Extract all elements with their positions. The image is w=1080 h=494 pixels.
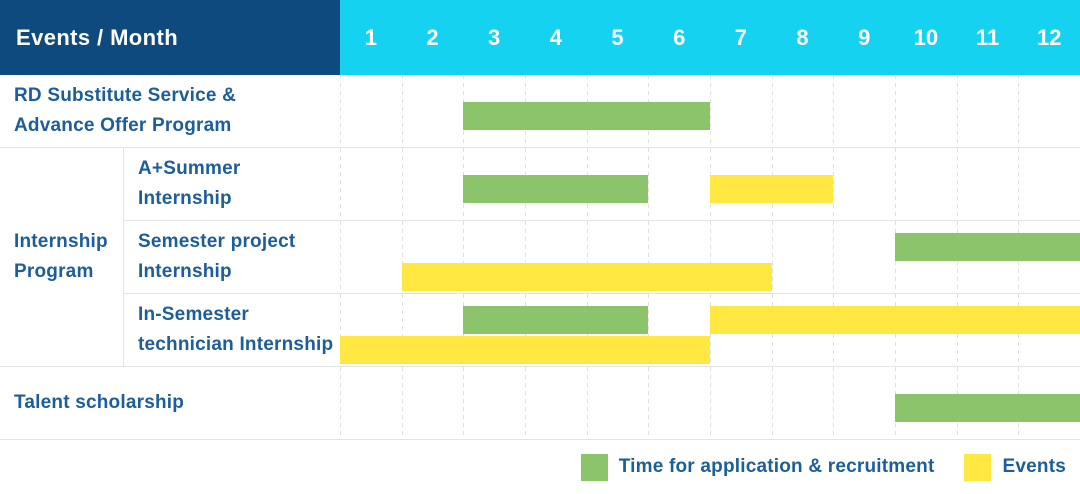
event-bar (710, 175, 834, 203)
legend: Time for application & recruitment Event… (0, 440, 1080, 494)
row-label-line: A+Summer (138, 158, 241, 179)
month-gridline (340, 221, 341, 293)
month-header-cell: 3 (488, 24, 501, 50)
month-gridline (401, 148, 403, 220)
month-gridline (340, 75, 341, 147)
row-label-line: RD Substitute Service & (14, 85, 237, 106)
recruitment-bar (463, 102, 710, 130)
row-label-line: technician Internship (138, 334, 334, 355)
row-a-plus-summer-internship: A+Summer Internship (123, 148, 1080, 221)
event-bar (340, 336, 710, 364)
month-gridline (586, 367, 588, 439)
legend-label-recruitment: Time for application & recruitment (618, 456, 935, 477)
events-month-header-cell: Events / Month (0, 0, 340, 75)
month-gridline (648, 367, 650, 439)
event-bar (710, 306, 1080, 334)
gantt-chart-cell (340, 221, 1080, 293)
table-header-row: Events / Month 1 2 3 4 5 6 7 8 9 10 11 12 (0, 0, 1080, 75)
legend-item-events: Events (964, 453, 1066, 481)
gantt-chart-cell (340, 367, 1080, 439)
month-gridline (648, 294, 650, 366)
gantt-chart-cell (340, 75, 1080, 147)
month-gridline (401, 75, 403, 147)
row-label-line: Advance Offer Program (14, 115, 232, 136)
row-label-line: Semester project (138, 231, 296, 252)
month-gridline (1018, 75, 1020, 147)
month-gridline (401, 294, 403, 366)
row-label: Talent scholarship (0, 367, 340, 439)
month-gridline (463, 367, 465, 439)
month-gridline (710, 221, 711, 293)
month-header-cell: 6 (673, 24, 686, 50)
legend-item-recruitment: Time for application & recruitment (580, 453, 935, 481)
month-gridline (401, 221, 403, 293)
row-label-line: In-Semester (138, 304, 249, 325)
month-gridline (525, 367, 526, 439)
month-gridline (833, 148, 835, 220)
legend-swatch-recruitment (580, 453, 608, 481)
event-bar (401, 263, 772, 291)
month-header-cell: 4 (549, 24, 562, 50)
month-gridline (956, 148, 958, 220)
row-label: A+Summer Internship (123, 148, 340, 220)
month-gridline (710, 367, 711, 439)
recruitment-bar (895, 394, 1080, 422)
row-label: In-Semester technician Internship (123, 294, 340, 366)
recruitment-bar (463, 306, 649, 334)
month-gridline (833, 221, 835, 293)
month-gridline (771, 367, 773, 439)
month-gridline (340, 367, 341, 439)
recruitment-bar (463, 175, 649, 203)
month-header-cell: 9 (858, 24, 871, 50)
month-gridline (586, 221, 588, 293)
row-label: Semester project Internship (123, 221, 340, 293)
legend-swatch-events (964, 453, 992, 481)
month-gridline (895, 148, 896, 220)
month-header-cell: 1 (364, 24, 377, 50)
month-gridline (833, 367, 835, 439)
row-label-line: Internship (138, 188, 232, 209)
month-gridline (340, 148, 341, 220)
row-rd-substitute-service: RD Substitute Service & Advance Offer Pr… (0, 75, 1080, 148)
month-gridline (833, 75, 835, 147)
month-header-row: 1 2 3 4 5 6 7 8 9 10 11 12 (340, 0, 1080, 75)
internship-program-group: Internship Program A+Summer Internship S… (0, 148, 1080, 367)
month-header-cell: 5 (611, 24, 624, 50)
month-gridline (463, 221, 465, 293)
gantt-chart-cell (340, 294, 1080, 366)
group-label-line: Internship (14, 231, 108, 252)
group-label-line: Program (14, 261, 94, 282)
month-gridline (648, 221, 650, 293)
group-label-internship-program: Internship Program (0, 148, 123, 366)
month-gridline (771, 221, 773, 293)
month-gridline (710, 75, 711, 147)
group-rows: A+Summer Internship Semester project Int… (123, 148, 1080, 366)
month-gridline (1018, 148, 1020, 220)
month-gridline (895, 75, 896, 147)
month-gridline (771, 75, 773, 147)
month-gridline (401, 367, 403, 439)
month-header-cell: 12 (1036, 24, 1062, 50)
month-header-cell: 11 (975, 24, 1000, 50)
row-semester-project-internship: Semester project Internship (123, 221, 1080, 294)
month-header-cell: 2 (426, 24, 439, 50)
row-label-line: Talent scholarship (14, 392, 185, 413)
month-header-cell: 7 (734, 24, 747, 50)
row-label: RD Substitute Service & Advance Offer Pr… (0, 75, 340, 147)
recruitment-bar (895, 233, 1080, 261)
row-label-line: Internship (138, 261, 232, 282)
legend-label-events: Events (1002, 456, 1066, 477)
month-gridline (648, 148, 650, 220)
month-gridline (340, 294, 341, 366)
month-header-cell: 8 (796, 24, 809, 50)
gantt-chart-cell (340, 148, 1080, 220)
row-in-semester-technician-internship: In-Semester technician Internship (123, 294, 1080, 366)
month-gridline (525, 221, 526, 293)
month-header-cell: 10 (913, 24, 939, 50)
month-gridline (956, 75, 958, 147)
row-talent-scholarship: Talent scholarship (0, 367, 1080, 440)
